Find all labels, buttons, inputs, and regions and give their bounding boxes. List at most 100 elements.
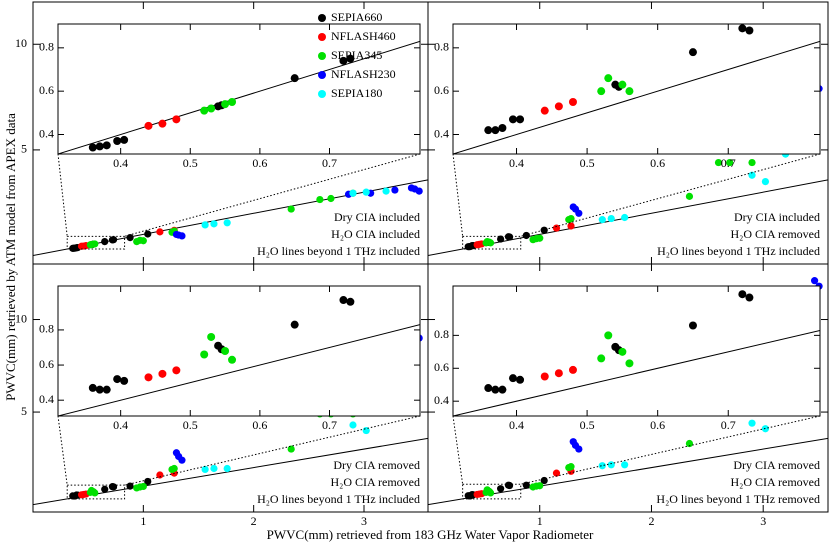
data-point [618, 80, 627, 89]
inset-y-tick-label: 0.6 [39, 357, 54, 371]
inset-x-tick-label: 0.4 [509, 156, 524, 170]
data-point [109, 483, 118, 491]
zoom-connector [520, 153, 821, 237]
plot-area [33, 317, 428, 506]
annotation: H₂O lines beyond 1 THz included [657, 244, 820, 258]
annotation: Dry CIA removed [333, 458, 420, 472]
data-point [745, 26, 754, 35]
zoom-connector [452, 415, 464, 485]
data-point [567, 463, 575, 471]
annotation: Dry CIA removed [733, 458, 820, 472]
data-point [604, 74, 613, 83]
data-point [498, 385, 507, 394]
data-point [552, 469, 561, 477]
data-point [748, 419, 756, 427]
data-point [685, 439, 694, 448]
data-point [207, 104, 216, 113]
data-point [109, 236, 118, 244]
data-point [625, 87, 634, 96]
data-point [316, 195, 324, 204]
data-point [210, 220, 218, 228]
data-point [228, 355, 237, 364]
data-point [554, 369, 563, 378]
data-point [144, 121, 153, 130]
inset-x-tick-label: 0.7 [322, 418, 337, 432]
zoom-connector [57, 153, 68, 237]
data-point [172, 115, 181, 124]
annotation: Dry CIA included [734, 210, 820, 224]
data-point [486, 239, 495, 247]
inset-y-tick-label: 0.6 [434, 360, 449, 374]
annotation: H₂O CIA removed [730, 475, 820, 489]
data-point [362, 188, 370, 196]
data-point [88, 383, 97, 392]
data-point [505, 233, 514, 241]
panel-frame [427, 263, 829, 513]
data-point [158, 369, 167, 378]
inset-x-tick-label: 0.7 [322, 156, 337, 170]
data-point [91, 489, 99, 497]
zoom-connector [57, 415, 68, 486]
data-point [327, 194, 335, 203]
data-point [562, 247, 570, 255]
data-point [349, 189, 357, 197]
data-point [486, 489, 495, 497]
legend-label: SEPIA345 [331, 48, 382, 62]
data-point [618, 347, 627, 356]
data-point [625, 359, 634, 368]
data-point [607, 461, 615, 469]
inset-x-tick-label: 0.6 [252, 156, 267, 170]
inset-plot [58, 247, 570, 416]
inset-frame [452, 23, 821, 155]
one-to-one-line [33, 437, 428, 506]
data-point [778, 16, 786, 24]
data-point [748, 171, 756, 179]
data-point [757, 7, 765, 15]
inset-plot [453, 290, 820, 416]
inset-x-tick-label: 0.5 [183, 156, 198, 170]
x-tick-label: 1 [140, 514, 146, 528]
data-point [210, 464, 218, 473]
data-point [508, 115, 517, 124]
inset-one-to-one-line [453, 40, 820, 154]
data-point [688, 48, 697, 57]
data-point [391, 186, 399, 194]
one-to-one-line [428, 437, 828, 506]
zoom-box [66, 235, 126, 250]
data-point [95, 385, 104, 394]
zoom-connector [520, 415, 821, 485]
data-point [156, 228, 164, 236]
data-point [201, 465, 209, 474]
inset-y-tick-label: 0.8 [434, 327, 449, 341]
data-point [287, 445, 295, 453]
data-point [223, 219, 231, 227]
inset-one-to-one-line [58, 40, 420, 154]
inset-plot [453, 24, 820, 154]
inset-x-tick-label: 0.4 [113, 418, 128, 432]
data-point [158, 119, 167, 128]
data-point [505, 481, 514, 490]
data-point [497, 485, 505, 493]
inset-x-tick-label: 0.4 [113, 156, 128, 170]
data-point [91, 240, 99, 248]
annotation: H₂O lines beyond 1 THz removed [656, 492, 820, 506]
annotation: H₂O CIA removed [330, 475, 420, 489]
data-point [207, 332, 216, 341]
data-point [221, 347, 230, 355]
data-point [172, 366, 181, 375]
data-point [621, 461, 629, 469]
data-point [738, 290, 747, 299]
legend-swatch [318, 14, 326, 22]
inset-frame [452, 285, 821, 417]
data-point [346, 297, 355, 306]
one-to-one-line [33, 179, 428, 257]
inset-x-tick-label: 0.5 [183, 418, 198, 432]
data-point [484, 126, 493, 135]
data-point [120, 135, 129, 144]
data-point [552, 224, 561, 232]
data-point [287, 205, 295, 213]
data-point [223, 464, 231, 473]
data-point [738, 24, 747, 33]
data-point [598, 462, 606, 470]
